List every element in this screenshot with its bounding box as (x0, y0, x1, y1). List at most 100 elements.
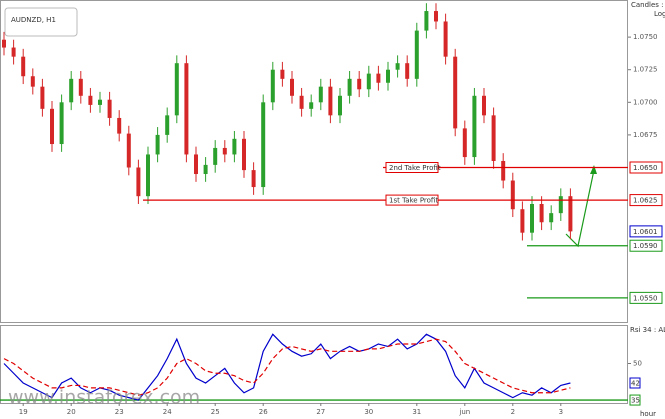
x-tick-label: 25 (211, 408, 220, 416)
level-tag (385, 161, 439, 173)
symbol-box (4, 7, 78, 37)
candle-body (443, 21, 448, 57)
candle-body (309, 102, 314, 109)
candle-body (59, 102, 64, 145)
candle-body (165, 115, 170, 135)
candle-body (472, 95, 477, 158)
x-tick-label: 23 (115, 408, 124, 416)
candle-body (270, 69, 275, 103)
candle-body (136, 167, 141, 197)
candle-body (146, 154, 150, 197)
candle-body (50, 108, 54, 145)
price-tag-label: 1.0625 (633, 197, 658, 205)
rsi-tick-label: 50 (633, 360, 642, 368)
price-tag (629, 161, 663, 174)
level-tag (385, 194, 439, 206)
candle-body (40, 86, 45, 109)
rsi-level-label: 35 (631, 397, 640, 405)
rsi-panel (0, 325, 628, 404)
candle-body (88, 95, 93, 105)
rsi-level-tag (629, 394, 641, 406)
candle-body (213, 147, 218, 165)
candle-body (290, 78, 294, 96)
x-tick-label: 31 (412, 408, 421, 416)
candle-body (174, 63, 179, 116)
x-tick-label: 26 (259, 408, 268, 416)
level-text: 2nd Take Profit (389, 164, 441, 172)
candle-body (338, 95, 342, 116)
candle-body (2, 39, 6, 48)
candle-body (386, 69, 390, 83)
y-tick-label: 1.0675 (633, 131, 658, 139)
rsi-value: 42 (631, 380, 640, 388)
y-tick-label: 1.0750 (633, 33, 658, 41)
price-tag (629, 239, 663, 252)
candle-body (328, 86, 333, 116)
candle-body (510, 180, 515, 210)
price-tag-label: 1.0650 (633, 164, 658, 172)
candle-body (242, 138, 246, 171)
candle-body (482, 95, 486, 116)
candle-body (414, 30, 419, 79)
candle-body (539, 204, 544, 223)
candle-body (530, 204, 534, 233)
scale-note: Log (654, 10, 665, 18)
candle-body (357, 78, 362, 90)
candle-body (69, 78, 74, 103)
candle-body (11, 47, 16, 57)
candle-body (520, 209, 525, 233)
candle-body (366, 73, 371, 90)
candle-body (395, 63, 400, 70)
symbol: AUDNZD, H1 (11, 16, 56, 24)
candle-body (30, 76, 35, 87)
rsi-line (3, 338, 571, 396)
x-tick-label: 3 (559, 408, 563, 416)
indicator-label: Rsi 34 : AL4 (630, 326, 665, 334)
price-tag (629, 291, 663, 304)
candle-body (21, 56, 26, 77)
candle-body (222, 147, 227, 155)
candle-body (424, 11, 429, 31)
x-tick-label: 20 (67, 408, 76, 416)
current-price: 1.0601 (633, 228, 658, 236)
price-tag-label: 1.0590 (633, 242, 658, 250)
x-tick-label: 27 (316, 408, 325, 416)
candle-body (347, 78, 352, 96)
header-right: Candles : A (631, 1, 665, 9)
candle-body (78, 78, 83, 96)
x-tick-label: 30 (364, 408, 373, 416)
rsi-value-tag (629, 377, 641, 389)
x-tick-label: jun (458, 408, 470, 416)
x-tick-label: 24 (163, 408, 172, 416)
candle-body (280, 69, 285, 79)
candle-body (549, 213, 554, 223)
candle-body (501, 160, 506, 181)
candle-body (568, 196, 573, 232)
candle-body (299, 95, 304, 109)
candle-body (98, 99, 102, 105)
price-tag-label: 1.0550 (633, 294, 658, 302)
y-tick-label: 1.0725 (633, 66, 658, 74)
candle-body (405, 63, 410, 79)
candle-body (491, 115, 496, 161)
candle-body (376, 73, 381, 83)
candle-body (194, 154, 198, 175)
x-tick-label: 2 (511, 408, 515, 416)
candle-body (261, 102, 266, 188)
x-tick-label: 19 (19, 408, 28, 416)
x-unit: hour (640, 410, 656, 418)
candle-body (184, 63, 189, 155)
candle-body (203, 164, 208, 175)
price-tag (629, 194, 663, 207)
candle-body (558, 196, 563, 214)
candle-body (107, 99, 112, 118)
candle-body (434, 11, 438, 22)
y-tick-label: 1.0700 (633, 98, 658, 106)
candle-body (117, 117, 122, 134)
candle-body (251, 170, 256, 188)
price-panel (0, 0, 628, 323)
candle-body (232, 138, 237, 155)
candle-body (126, 133, 131, 168)
